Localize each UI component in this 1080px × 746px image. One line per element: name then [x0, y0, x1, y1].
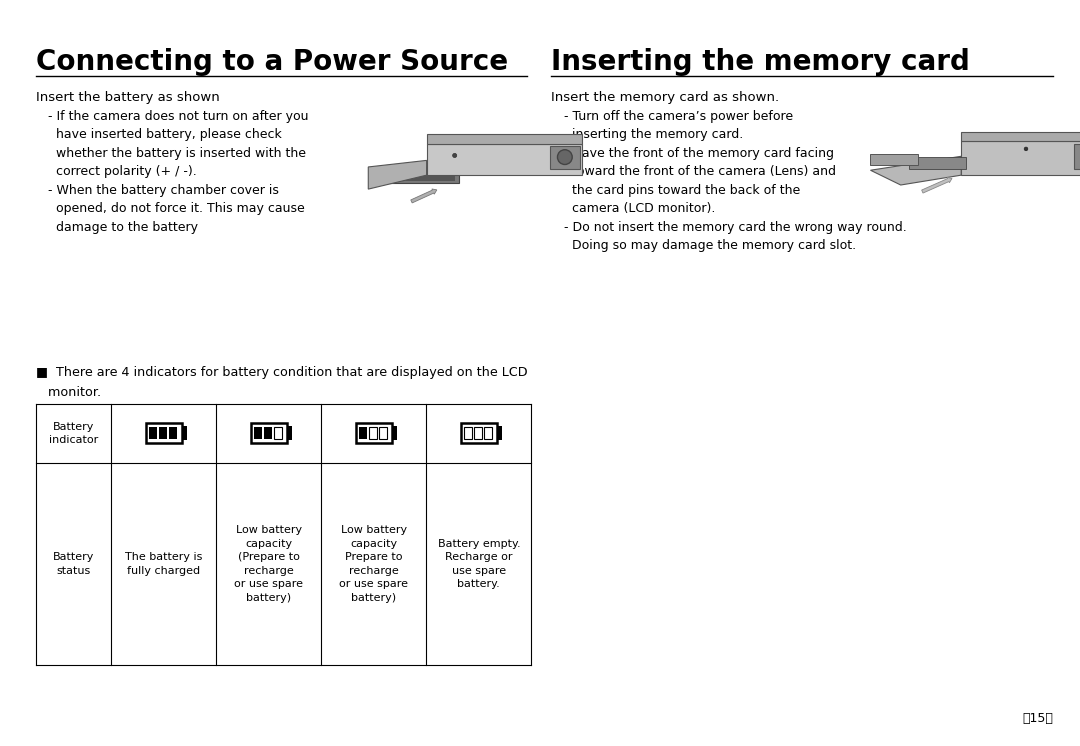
Bar: [251, 424, 286, 443]
Bar: [497, 427, 502, 440]
Circle shape: [1024, 147, 1028, 151]
Text: Low battery
capacity
(Prepare to
recharge
or use spare
battery): Low battery capacity (Prepare to recharg…: [234, 525, 303, 603]
Bar: [463, 427, 472, 439]
Bar: [181, 427, 187, 440]
Circle shape: [453, 154, 457, 157]
Bar: [368, 427, 377, 439]
Text: monitor.: monitor.: [36, 386, 102, 398]
Bar: [168, 427, 176, 439]
Bar: [355, 424, 392, 443]
Bar: [961, 141, 1080, 175]
Text: Battery empty.
Recharge or
use spare
battery.: Battery empty. Recharge or use spare bat…: [437, 539, 521, 589]
Bar: [359, 427, 367, 439]
Bar: [961, 133, 1080, 141]
Bar: [146, 424, 181, 443]
Bar: [392, 427, 396, 440]
Bar: [254, 427, 261, 439]
Bar: [377, 167, 459, 184]
Bar: [159, 427, 166, 439]
Text: Inserting the memory card: Inserting the memory card: [551, 48, 970, 77]
Text: Battery
indicator: Battery indicator: [49, 421, 98, 445]
Text: Battery
status: Battery status: [53, 552, 94, 576]
Bar: [381, 171, 455, 181]
Text: Insert the battery as shown: Insert the battery as shown: [36, 91, 219, 104]
Bar: [484, 427, 491, 439]
Bar: [427, 144, 582, 175]
Bar: [550, 145, 580, 169]
Text: ■  There are 4 indicators for battery condition that are displayed on the LCD: ■ There are 4 indicators for battery con…: [36, 366, 528, 378]
Text: - If the camera does not turn on after you
  have inserted battery, please check: - If the camera does not turn on after y…: [48, 110, 309, 233]
FancyArrow shape: [410, 189, 436, 203]
Text: Connecting to a Power Source: Connecting to a Power Source: [36, 48, 508, 77]
Bar: [286, 427, 292, 440]
Bar: [909, 157, 966, 169]
Text: The battery is
fully charged: The battery is fully charged: [125, 552, 202, 576]
Bar: [379, 427, 387, 439]
Bar: [264, 427, 272, 439]
Bar: [1074, 144, 1080, 169]
Bar: [870, 154, 918, 166]
FancyArrow shape: [921, 178, 951, 193]
Text: Insert the memory card as shown.: Insert the memory card as shown.: [551, 91, 779, 104]
Bar: [474, 427, 482, 439]
Text: - Turn off the camera’s power before
  inserting the memory card.
- Have the fro: - Turn off the camera’s power before ins…: [564, 110, 906, 252]
Text: 《15》: 《15》: [1022, 712, 1053, 725]
Bar: [461, 424, 497, 443]
Bar: [273, 427, 282, 439]
Bar: [149, 427, 157, 439]
Bar: [427, 134, 582, 144]
Polygon shape: [368, 160, 427, 189]
Polygon shape: [870, 157, 961, 185]
Circle shape: [557, 150, 572, 164]
Text: Low battery
capacity
Prepare to
recharge
or use spare
battery): Low battery capacity Prepare to recharge…: [339, 525, 408, 603]
